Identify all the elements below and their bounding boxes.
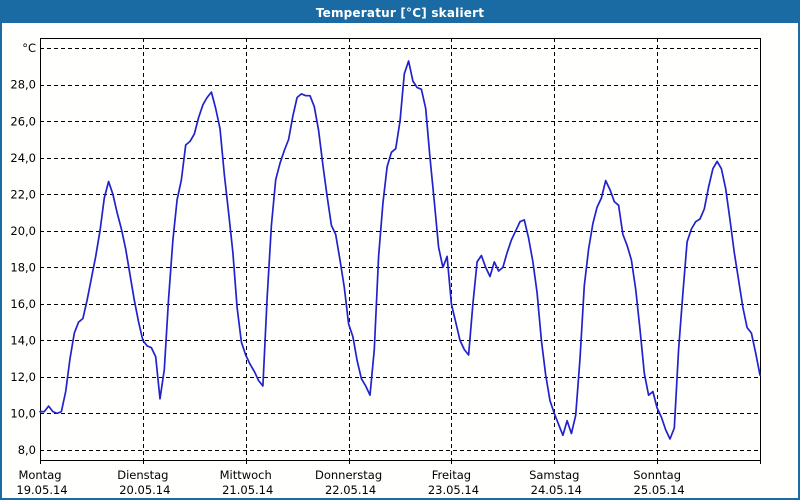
x-day-name: Dienstag <box>117 468 168 482</box>
x-day-name: Mittwoch <box>220 468 272 482</box>
x-day-date: 25.05.14 <box>634 483 685 497</box>
x-day-date: 20.05.14 <box>119 483 170 497</box>
x-day-name: Freitag <box>432 468 471 482</box>
x-day-name: Samstag <box>529 468 579 482</box>
y-tick-label: 24,0 <box>10 151 36 165</box>
plot-border <box>40 38 761 461</box>
y-tick-label: 18,0 <box>10 260 36 274</box>
y-tick-label: 16,0 <box>10 297 36 311</box>
x-day-date: 22.05.14 <box>325 483 376 497</box>
y-tick-label: 8,0 <box>18 443 36 457</box>
y-tick-label: 20,0 <box>10 224 36 238</box>
temperature-line <box>39 60 761 440</box>
x-day-name: Donnerstag <box>315 468 382 482</box>
y-tick-label: 28,0 <box>10 78 36 92</box>
title-bar: Temperatur [°C] skaliert <box>2 2 798 23</box>
y-axis-unit-label: °C <box>22 41 36 55</box>
x-day-name: Montag <box>18 468 61 482</box>
chart-area: 8,0 10,0 12,0 14,0 16,0 18,0 20,0 22,0 24,0 26,0 2… <box>2 23 798 498</box>
x-day-date: 23.05.14 <box>428 483 479 497</box>
y-tick-label: 22,0 <box>10 187 36 201</box>
x-day-date: 24.05.14 <box>531 483 582 497</box>
y-tick-label: 14,0 <box>10 333 36 347</box>
y-tick-label: 10,0 <box>10 406 36 420</box>
x-day-name: Sonntag <box>633 468 681 482</box>
y-tick-label: 26,0 <box>10 114 36 128</box>
temperature-chart: 8,0 10,0 12,0 14,0 16,0 18,0 20,0 22,0 24,0 26,0 2… <box>10 38 761 497</box>
y-tick-label: 12,0 <box>10 370 36 384</box>
chart-title: Temperatur [°C] skaliert <box>315 5 485 20</box>
x-day-date: 21.05.14 <box>222 483 273 497</box>
x-day-date: 19.05.14 <box>16 483 67 497</box>
